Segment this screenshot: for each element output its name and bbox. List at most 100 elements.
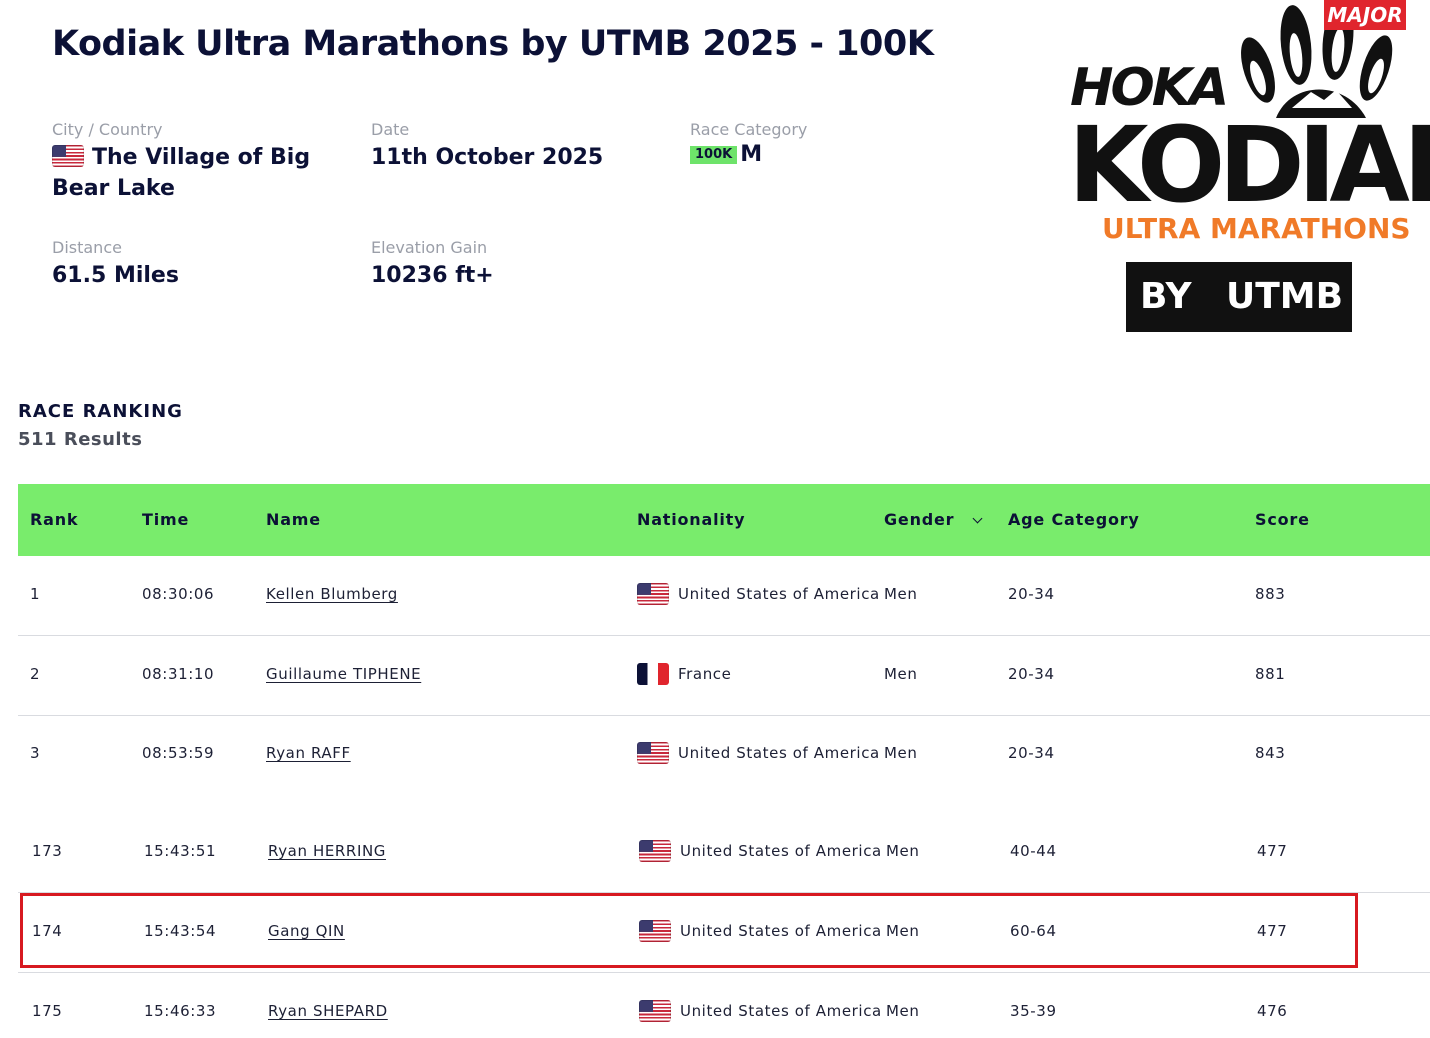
table-row[interactable]: 173 15:43:51 Ryan HERRING United States … bbox=[18, 813, 1430, 893]
rank-cell: 2 bbox=[30, 665, 41, 683]
column-gender[interactable]: Gender bbox=[884, 510, 955, 529]
nationality-text: United States of America bbox=[678, 744, 880, 762]
name-cell: Guillaume TIPHENE bbox=[266, 636, 421, 716]
runner-name-link[interactable]: Ryan HERRING bbox=[268, 842, 387, 860]
score-cell: 476 bbox=[1257, 1002, 1288, 1020]
time-cell: 08:30:06 bbox=[142, 585, 215, 603]
nationality-text: United States of America bbox=[678, 585, 880, 603]
column-score[interactable]: Score bbox=[1255, 510, 1310, 529]
nationality-text: United States of America bbox=[680, 1002, 882, 1020]
date-label: Date bbox=[371, 120, 410, 139]
runner-name-link[interactable]: Ryan SHEPARD bbox=[268, 1002, 388, 1020]
distance-value: 61.5 Miles bbox=[52, 263, 179, 288]
utmb-text: UTMB bbox=[1226, 276, 1344, 317]
runner-name-link[interactable]: Ryan RAFF bbox=[266, 744, 351, 762]
nationality-text: United States of America bbox=[680, 842, 882, 860]
gender-cell: Men bbox=[886, 1002, 920, 1020]
page-title: Kodiak Ultra Marathons by UTMB 2025 - 10… bbox=[52, 24, 934, 64]
rank-cell: 1 bbox=[30, 585, 41, 603]
us-flag-icon bbox=[639, 920, 671, 942]
score-cell: 477 bbox=[1257, 842, 1288, 860]
city-label: City / Country bbox=[52, 120, 163, 139]
table-row[interactable]: 2 08:31:10 Guillaume TIPHENE France Men … bbox=[18, 636, 1430, 716]
chevron-down-icon[interactable] bbox=[972, 513, 983, 524]
gender-cell: Men bbox=[884, 585, 918, 603]
column-rank[interactable]: Rank bbox=[30, 510, 79, 529]
race-category-badge: 100K M bbox=[690, 142, 763, 167]
category-distance-badge: 100K bbox=[690, 146, 738, 164]
column-nationality[interactable]: Nationality bbox=[637, 510, 746, 529]
nationality-cell: United States of America bbox=[639, 893, 882, 973]
nationality-cell: United States of America bbox=[637, 715, 880, 795]
time-cell: 15:43:54 bbox=[144, 922, 217, 940]
us-flag-icon bbox=[637, 742, 669, 764]
nationality-text: United States of America bbox=[680, 922, 882, 940]
highlight-box bbox=[20, 893, 1358, 968]
table-row[interactable]: 175 15:46:33 Ryan SHEPARD United States … bbox=[18, 973, 1430, 1038]
us-flag-icon bbox=[639, 840, 671, 862]
nationality-cell: United States of America bbox=[639, 973, 882, 1038]
by-text: BY bbox=[1140, 276, 1192, 317]
column-time[interactable]: Time bbox=[142, 510, 190, 529]
age-category-cell: 20-34 bbox=[1008, 585, 1055, 603]
city-value: The Village of Big Bear Lake bbox=[52, 142, 322, 204]
rank-cell: 3 bbox=[30, 744, 41, 762]
table-row-highlighted[interactable]: 174 15:43:54 Gang QIN United States of A… bbox=[18, 893, 1430, 973]
gender-cell: Men bbox=[886, 842, 920, 860]
rank-cell: 174 bbox=[32, 922, 63, 940]
city-line2: Bear Lake bbox=[52, 176, 175, 201]
city-line1: The Village of Big bbox=[92, 145, 311, 170]
score-cell: 843 bbox=[1255, 744, 1286, 762]
ultra-marathons-wordmark: ULTRA MARATHONS bbox=[1102, 212, 1411, 245]
age-category-cell: 35-39 bbox=[1010, 1002, 1057, 1020]
date-value: 11th October 2025 bbox=[371, 145, 604, 170]
gender-cell: Men bbox=[884, 665, 918, 683]
race-logo: MAJOR HOKA KODIAK ULTRA MARATHONS BY UTM… bbox=[1066, 0, 1430, 340]
major-badge: MAJOR bbox=[1324, 0, 1406, 30]
rank-cell: 175 bbox=[32, 1002, 63, 1020]
category-major-letter: M bbox=[740, 142, 763, 167]
time-cell: 15:43:51 bbox=[144, 842, 217, 860]
us-flag-icon bbox=[52, 145, 84, 167]
name-cell: Ryan RAFF bbox=[266, 715, 351, 795]
ranking-table-header: Rank Time Name Nationality Gender Age Ca… bbox=[18, 484, 1430, 556]
score-cell: 477 bbox=[1257, 922, 1288, 940]
race-ranking-heading: RACE RANKING bbox=[18, 401, 183, 422]
results-count: 511 Results bbox=[18, 429, 143, 450]
age-category-cell: 20-34 bbox=[1008, 665, 1055, 683]
time-cell: 08:31:10 bbox=[142, 665, 215, 683]
age-category-cell: 60-64 bbox=[1010, 922, 1057, 940]
by-utmb-badge: BY UTMB bbox=[1126, 262, 1352, 332]
column-name[interactable]: Name bbox=[266, 510, 321, 529]
name-cell: Gang QIN bbox=[268, 893, 345, 973]
fr-flag-icon bbox=[637, 663, 669, 685]
elevation-label: Elevation Gain bbox=[371, 238, 488, 257]
runner-name-link[interactable]: Gang QIN bbox=[268, 922, 345, 940]
gender-cell: Men bbox=[884, 744, 918, 762]
kodiak-wordmark: KODIAK bbox=[1068, 104, 1430, 226]
distance-label: Distance bbox=[52, 238, 122, 257]
time-cell: 15:46:33 bbox=[144, 1002, 217, 1020]
hoka-wordmark: HOKA bbox=[1070, 58, 1229, 118]
name-cell: Kellen Blumberg bbox=[266, 556, 398, 636]
runner-name-link[interactable]: Kellen Blumberg bbox=[266, 585, 398, 603]
age-category-cell: 40-44 bbox=[1010, 842, 1057, 860]
score-cell: 883 bbox=[1255, 585, 1286, 603]
nationality-text: France bbox=[678, 665, 732, 683]
rank-cell: 173 bbox=[32, 842, 63, 860]
age-category-cell: 20-34 bbox=[1008, 744, 1055, 762]
runner-name-link[interactable]: Guillaume TIPHENE bbox=[266, 665, 422, 683]
category-label: Race Category bbox=[690, 120, 808, 139]
elevation-value: 10236 ft+ bbox=[371, 263, 494, 288]
table-row[interactable]: 3 08:53:59 Ryan RAFF United States of Am… bbox=[18, 715, 1430, 795]
name-cell: Ryan SHEPARD bbox=[268, 973, 388, 1038]
score-cell: 881 bbox=[1255, 665, 1286, 683]
time-cell: 08:53:59 bbox=[142, 744, 215, 762]
us-flag-icon bbox=[639, 1000, 671, 1022]
table-row[interactable]: 1 08:30:06 Kellen Blumberg United States… bbox=[18, 556, 1430, 636]
nationality-cell: United States of America bbox=[637, 556, 880, 636]
column-age-category[interactable]: Age Category bbox=[1008, 510, 1140, 529]
name-cell: Ryan HERRING bbox=[268, 813, 386, 893]
nationality-cell: France bbox=[637, 636, 731, 716]
us-flag-icon bbox=[637, 583, 669, 605]
